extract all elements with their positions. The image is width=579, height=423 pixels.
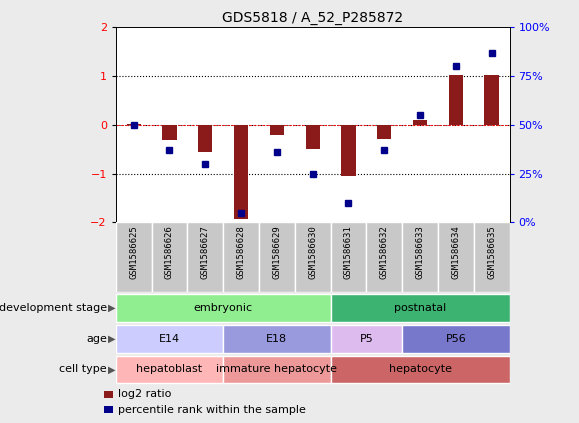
FancyBboxPatch shape	[223, 356, 331, 383]
FancyBboxPatch shape	[116, 325, 223, 352]
FancyBboxPatch shape	[223, 222, 259, 292]
Text: ▶: ▶	[108, 303, 116, 313]
FancyBboxPatch shape	[402, 222, 438, 292]
Text: postnatal: postnatal	[394, 303, 446, 313]
Text: E18: E18	[266, 334, 287, 343]
Bar	[234, 125, 248, 219]
Text: hepatocyte: hepatocyte	[389, 365, 452, 374]
FancyBboxPatch shape	[116, 222, 152, 292]
Bar	[485, 75, 499, 125]
FancyBboxPatch shape	[116, 294, 331, 321]
Bar	[449, 75, 463, 125]
FancyBboxPatch shape	[438, 222, 474, 292]
Text: GSM1586634: GSM1586634	[452, 225, 460, 279]
Bar	[104, 407, 112, 413]
FancyBboxPatch shape	[188, 222, 223, 292]
Text: GSM1586626: GSM1586626	[165, 225, 174, 279]
FancyBboxPatch shape	[295, 222, 331, 292]
Text: GSM1586633: GSM1586633	[416, 225, 424, 279]
Bar	[104, 390, 112, 398]
Text: embryonic: embryonic	[193, 303, 253, 313]
FancyBboxPatch shape	[474, 222, 510, 292]
Text: GSM1586627: GSM1586627	[201, 225, 210, 279]
FancyBboxPatch shape	[259, 222, 295, 292]
FancyBboxPatch shape	[331, 356, 510, 383]
Text: development stage: development stage	[0, 303, 107, 313]
Text: cell type: cell type	[60, 365, 107, 374]
Text: GSM1586631: GSM1586631	[344, 225, 353, 279]
Text: P5: P5	[360, 334, 373, 343]
Text: P56: P56	[445, 334, 466, 343]
Text: ▶: ▶	[108, 365, 116, 374]
Text: GSM1586625: GSM1586625	[129, 225, 138, 279]
Text: GSM1586628: GSM1586628	[237, 225, 245, 279]
Bar	[377, 125, 391, 139]
FancyBboxPatch shape	[223, 325, 331, 352]
Text: GSM1586632: GSM1586632	[380, 225, 389, 279]
Bar	[306, 125, 320, 149]
FancyBboxPatch shape	[331, 294, 510, 321]
Bar	[162, 125, 177, 140]
Bar	[198, 125, 212, 152]
Bar	[413, 120, 427, 125]
FancyBboxPatch shape	[152, 222, 188, 292]
Bar	[341, 125, 356, 176]
Text: ▶: ▶	[108, 334, 116, 343]
FancyBboxPatch shape	[116, 356, 223, 383]
FancyBboxPatch shape	[367, 222, 402, 292]
Text: log2 ratio: log2 ratio	[118, 389, 171, 399]
FancyBboxPatch shape	[331, 222, 367, 292]
Text: GSM1586629: GSM1586629	[272, 225, 281, 279]
Text: GSM1586635: GSM1586635	[487, 225, 496, 279]
Bar	[270, 125, 284, 135]
Text: E14: E14	[159, 334, 180, 343]
Title: GDS5818 / A_52_P285872: GDS5818 / A_52_P285872	[222, 11, 403, 25]
Bar	[127, 124, 141, 125]
FancyBboxPatch shape	[402, 325, 510, 352]
Text: GSM1586630: GSM1586630	[308, 225, 317, 279]
Text: age: age	[86, 334, 107, 343]
Text: immature hepatocyte: immature hepatocyte	[217, 365, 338, 374]
Text: hepatoblast: hepatoblast	[137, 365, 203, 374]
FancyBboxPatch shape	[331, 325, 402, 352]
Text: percentile rank within the sample: percentile rank within the sample	[118, 405, 306, 415]
